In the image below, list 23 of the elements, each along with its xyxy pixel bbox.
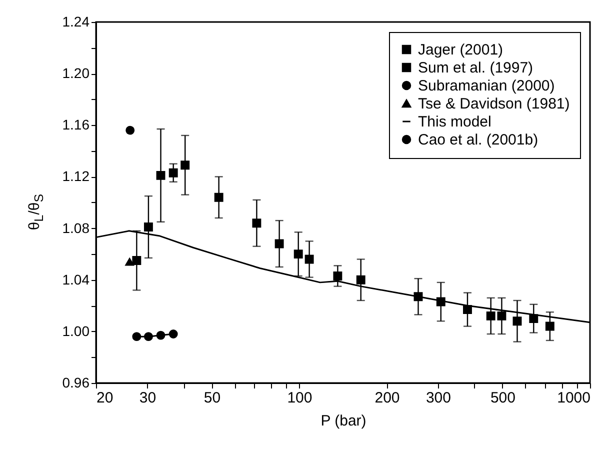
y-tick-label: 0.96 <box>62 374 90 390</box>
x-tick-label: 30 <box>139 390 156 406</box>
x-tick-label: 1000 <box>557 390 590 406</box>
y-tick-label: 1.24 <box>62 14 90 30</box>
y-tick-label: 1.12 <box>62 168 90 184</box>
y-tick-label: 1.04 <box>62 271 90 288</box>
legend-label: This model <box>418 114 492 130</box>
legend-label: Cao et al. (2001b) <box>418 132 538 148</box>
x-tick-label: 50 <box>204 390 221 406</box>
x-tick-label: 20 <box>96 390 114 406</box>
x-tick-label: 500 <box>490 390 516 406</box>
y-tick-label: 1.08 <box>62 220 90 236</box>
y-tick-label: 1.20 <box>62 65 90 82</box>
y-tick-label: 1.16 <box>62 116 90 133</box>
legend-label: Sum et al. (1997) <box>418 60 534 76</box>
x-tick-label: 100 <box>287 390 312 406</box>
x-tick-label: 300 <box>426 390 451 406</box>
legend-label: Jager (2001) <box>418 42 504 58</box>
x-tick-label: 200 <box>374 390 400 406</box>
legend-label: Subramanian (2000) <box>418 78 555 94</box>
x-axis-title: P (bar) <box>320 412 366 430</box>
legend-label: Tse & Davidson (1981) <box>418 96 570 112</box>
y-tick-label: 1.00 <box>62 322 90 339</box>
